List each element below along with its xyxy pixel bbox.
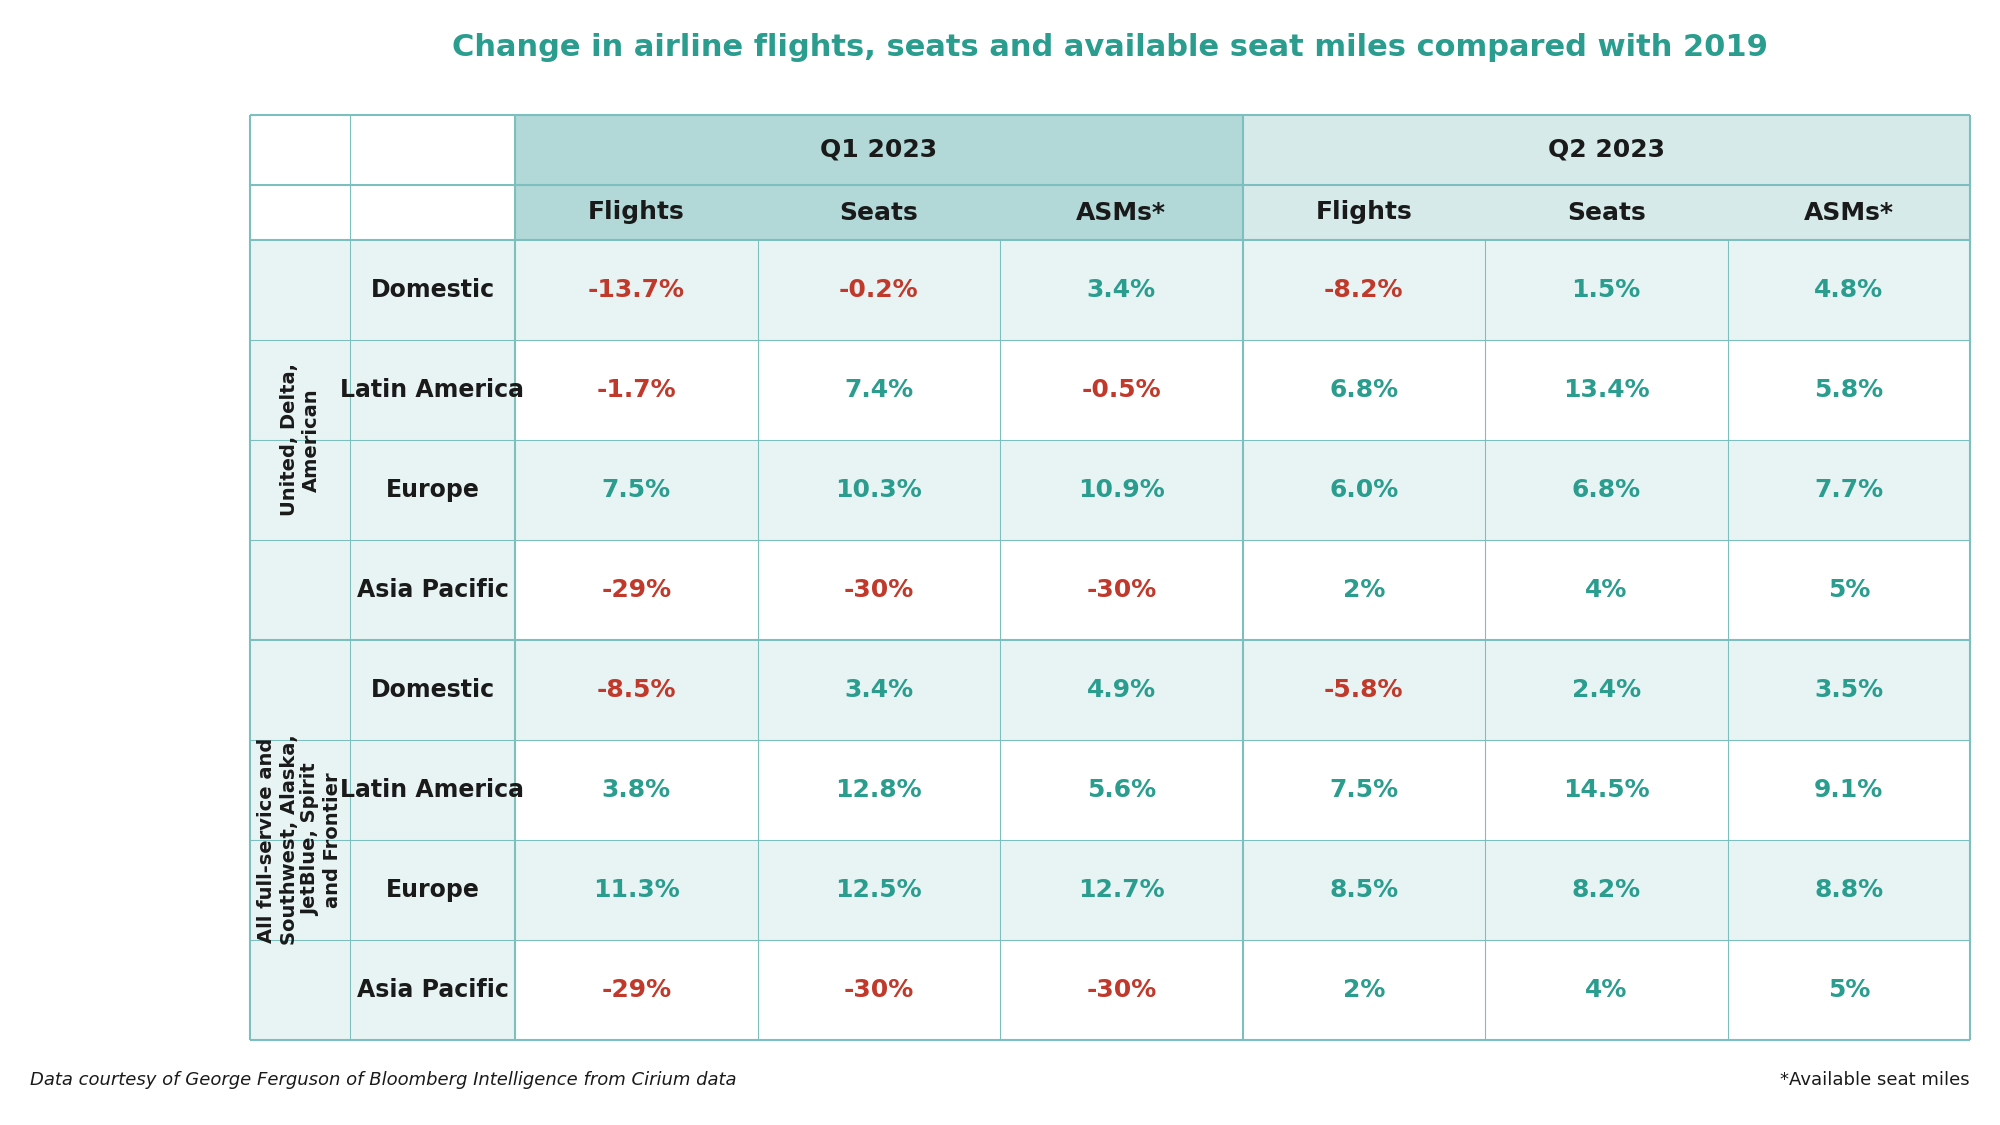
Text: 11.3%: 11.3%: [592, 878, 680, 902]
Text: United, Delta,
American: United, Delta, American: [280, 363, 320, 516]
Text: 10.9%: 10.9%: [1078, 478, 1164, 502]
Text: Q1 2023: Q1 2023: [820, 138, 938, 162]
Text: -30%: -30%: [1086, 978, 1156, 1002]
Text: 4%: 4%: [1586, 978, 1628, 1002]
Text: Data courtesy of George Ferguson of Bloomberg Intelligence from Cirium data: Data courtesy of George Ferguson of Bloo…: [30, 1071, 736, 1089]
Text: 2.4%: 2.4%: [1572, 678, 1640, 702]
Bar: [516, 940, 1970, 1040]
Text: Europe: Europe: [386, 878, 480, 902]
Text: 7.7%: 7.7%: [1814, 478, 1884, 502]
Text: 8.8%: 8.8%: [1814, 878, 1884, 902]
Text: Latin America: Latin America: [340, 778, 524, 802]
Text: Q2 2023: Q2 2023: [1548, 138, 1664, 162]
Text: 8.5%: 8.5%: [1330, 878, 1398, 902]
Text: Asia Pacific: Asia Pacific: [356, 978, 508, 1002]
Text: 4.8%: 4.8%: [1814, 278, 1884, 302]
Text: 1.5%: 1.5%: [1572, 278, 1640, 302]
Text: 7.5%: 7.5%: [602, 478, 670, 502]
Bar: [516, 340, 1970, 440]
Text: -30%: -30%: [844, 578, 914, 602]
Text: Europe: Europe: [386, 478, 480, 502]
Bar: [516, 240, 1970, 340]
Text: 2%: 2%: [1342, 978, 1384, 1002]
Bar: [250, 240, 516, 640]
Text: 9.1%: 9.1%: [1814, 778, 1884, 802]
Text: 8.2%: 8.2%: [1572, 878, 1640, 902]
Text: 12.8%: 12.8%: [836, 778, 922, 802]
Text: 6.8%: 6.8%: [1572, 478, 1640, 502]
Text: Seats: Seats: [840, 200, 918, 225]
Text: 4%: 4%: [1586, 578, 1628, 602]
Text: 5%: 5%: [1828, 978, 1870, 1002]
Text: 3.8%: 3.8%: [602, 778, 670, 802]
Text: 7.5%: 7.5%: [1330, 778, 1398, 802]
Text: 6.8%: 6.8%: [1330, 378, 1398, 402]
Bar: [516, 440, 1970, 540]
Text: -29%: -29%: [602, 578, 672, 602]
Text: 10.3%: 10.3%: [836, 478, 922, 502]
Bar: [1242, 115, 1970, 184]
Text: -30%: -30%: [1086, 578, 1156, 602]
Text: Flights: Flights: [1316, 200, 1412, 225]
Text: -30%: -30%: [844, 978, 914, 1002]
Text: 2%: 2%: [1342, 578, 1384, 602]
Text: Flights: Flights: [588, 200, 684, 225]
Text: Change in airline flights, seats and available seat miles compared with 2019: Change in airline flights, seats and ava…: [452, 33, 1768, 62]
Bar: [250, 640, 516, 1040]
Text: Asia Pacific: Asia Pacific: [356, 578, 508, 602]
Text: Domestic: Domestic: [370, 678, 494, 702]
Bar: [516, 840, 1970, 940]
Text: Latin America: Latin America: [340, 378, 524, 402]
Text: *Available seat miles: *Available seat miles: [1780, 1071, 1970, 1089]
Text: 3.4%: 3.4%: [844, 678, 914, 702]
Text: 4.9%: 4.9%: [1086, 678, 1156, 702]
Text: 13.4%: 13.4%: [1562, 378, 1650, 402]
Bar: [516, 540, 1970, 640]
Text: 3.5%: 3.5%: [1814, 678, 1884, 702]
Text: -8.2%: -8.2%: [1324, 278, 1404, 302]
Text: -1.7%: -1.7%: [596, 378, 676, 402]
Bar: [516, 740, 1970, 840]
Text: ASMs*: ASMs*: [1804, 200, 1894, 225]
Text: 12.7%: 12.7%: [1078, 878, 1164, 902]
Text: -0.5%: -0.5%: [1082, 378, 1162, 402]
Text: 3.4%: 3.4%: [1086, 278, 1156, 302]
Bar: [516, 640, 1970, 740]
Text: 12.5%: 12.5%: [836, 878, 922, 902]
Bar: [516, 184, 1242, 240]
Bar: [1242, 184, 1970, 240]
Text: Domestic: Domestic: [370, 278, 494, 302]
Text: 5%: 5%: [1828, 578, 1870, 602]
Text: 6.0%: 6.0%: [1330, 478, 1398, 502]
Text: -29%: -29%: [602, 978, 672, 1002]
Text: -8.5%: -8.5%: [596, 678, 676, 702]
Text: 7.4%: 7.4%: [844, 378, 914, 402]
Text: 14.5%: 14.5%: [1562, 778, 1650, 802]
Text: 5.6%: 5.6%: [1086, 778, 1156, 802]
Text: -13.7%: -13.7%: [588, 278, 684, 302]
Text: 5.8%: 5.8%: [1814, 378, 1884, 402]
Bar: [516, 115, 1242, 184]
Text: ASMs*: ASMs*: [1076, 200, 1166, 225]
Text: All full-service and
Southwest, Alaska,
JetBlue, Spirit
and Frontier: All full-service and Southwest, Alaska, …: [258, 735, 342, 945]
Text: -0.2%: -0.2%: [838, 278, 918, 302]
Text: -5.8%: -5.8%: [1324, 678, 1404, 702]
Text: Seats: Seats: [1566, 200, 1646, 225]
